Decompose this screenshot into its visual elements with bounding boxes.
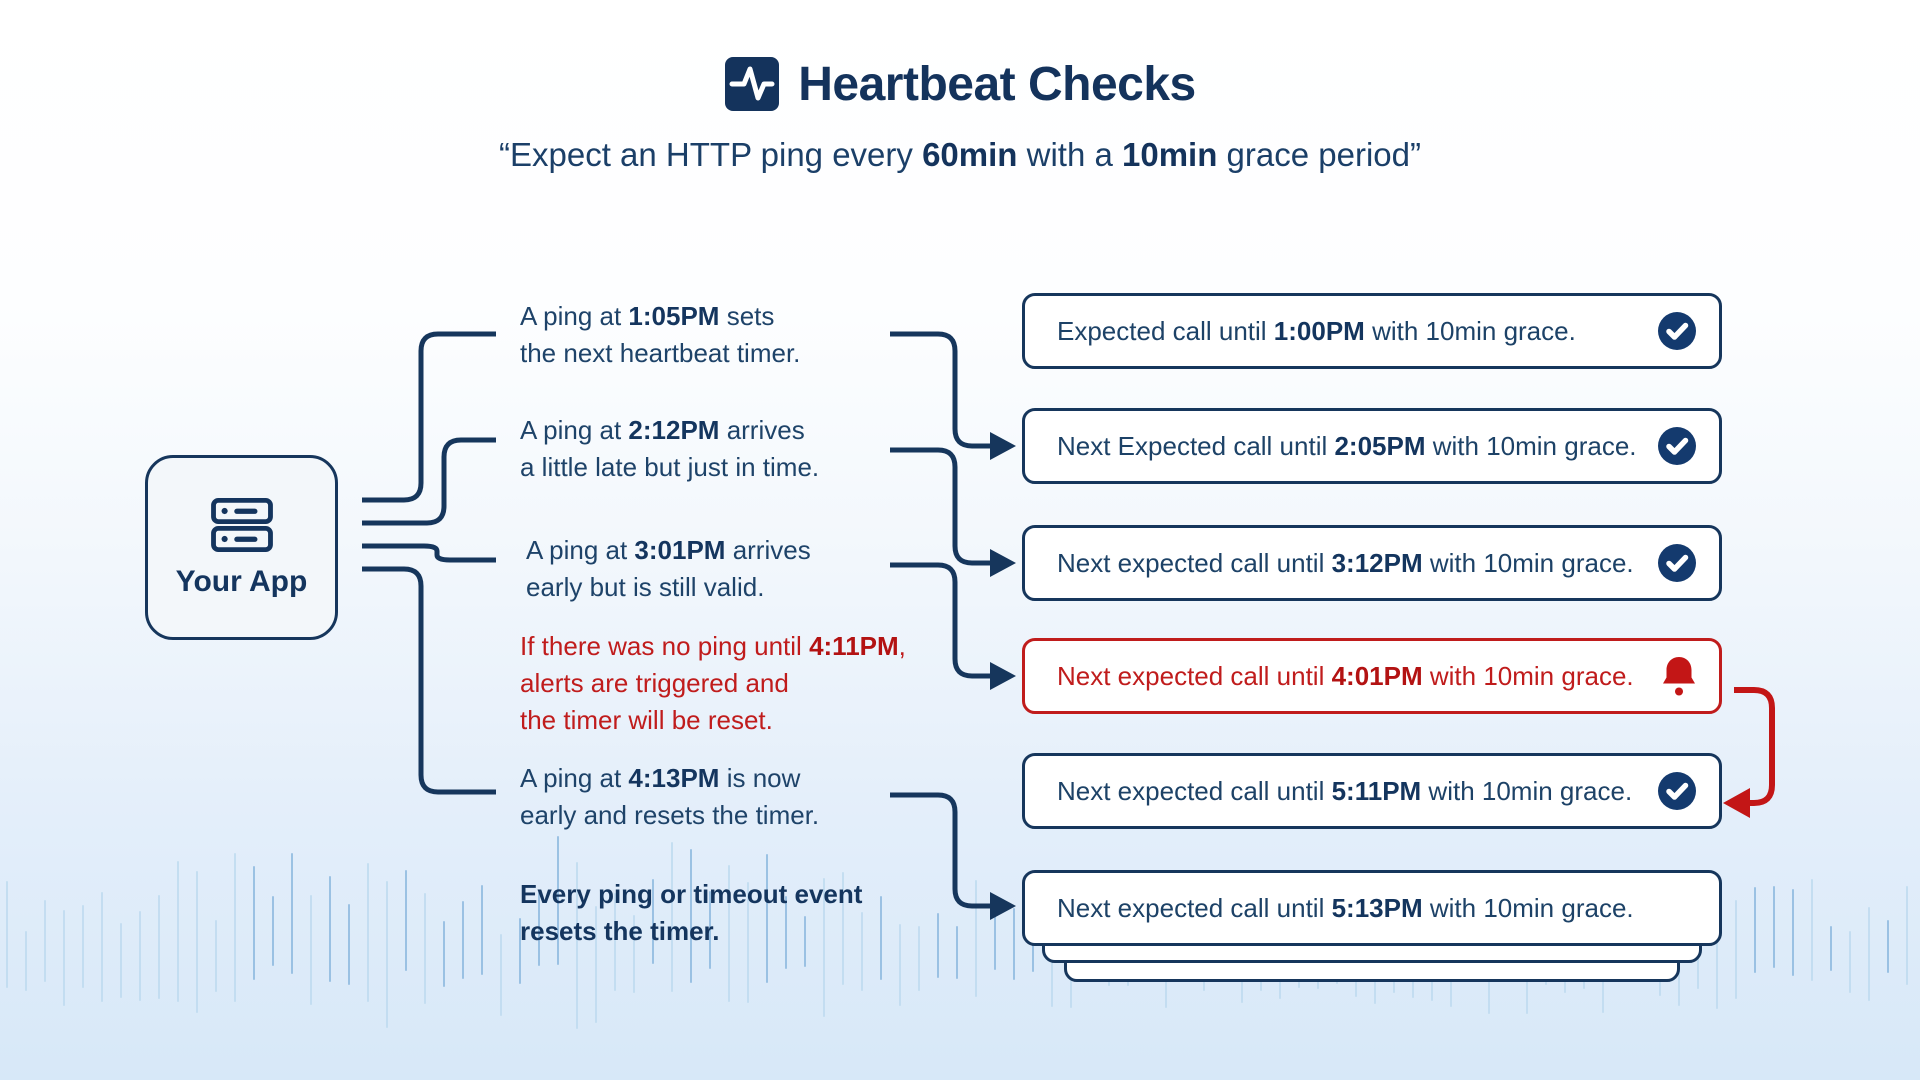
event-line: A ping at 1:05PM sets xyxy=(520,301,775,331)
event-line: A ping at 2:12PM arrives xyxy=(520,415,805,445)
check-badge-icon xyxy=(1658,772,1696,810)
check-text: Next expected call until 5:13PM with 10m… xyxy=(1057,892,1634,923)
subtitle-text: with a xyxy=(1017,136,1122,173)
arrowhead-icon xyxy=(990,432,1016,920)
event-note-2: A ping at 2:12PM arrives a little late b… xyxy=(520,412,819,486)
event-line: a little late but just in time. xyxy=(520,452,820,482)
event-line: resets the timer. xyxy=(520,916,720,946)
check-text: Next expected call until 3:12PM with 10m… xyxy=(1057,547,1634,578)
check-text: Expected call until 1:00PM with 10min gr… xyxy=(1057,315,1576,346)
check-card-3: Next expected call until 3:12PM with 10m… xyxy=(1022,525,1722,601)
check-badge-icon xyxy=(1658,427,1696,465)
subtitle-text: “Expect an HTTP ping every xyxy=(499,136,923,173)
check-card-2: Next Expected call until 2:05PM with 10m… xyxy=(1022,408,1722,484)
page-subtitle: “Expect an HTTP ping every 60min with a … xyxy=(0,136,1920,174)
page-title-row: Heartbeat Checks xyxy=(0,56,1920,112)
check-text: Next expected call until 4:01PM with 10m… xyxy=(1057,660,1634,691)
event-to-check-connectors xyxy=(890,331,1016,920)
server-icon xyxy=(210,497,273,552)
event-line: the timer will be reset. xyxy=(520,705,773,735)
event-line: alerts are triggered and xyxy=(520,668,789,698)
event-line: A ping at 3:01PM arrives xyxy=(526,535,811,565)
check-badge-icon xyxy=(1658,544,1696,582)
check-text: Next Expected call until 2:05PM with 10m… xyxy=(1057,430,1637,461)
check-card-5: Next expected call until 5:11PM with 10m… xyxy=(1022,753,1722,829)
check-card-alert: Next expected call until 4:01PM with 10m… xyxy=(1022,638,1722,714)
event-line: If there was no ping until 4:11PM, xyxy=(520,631,906,661)
red-reset-arrow xyxy=(1723,687,1775,818)
check-badge-icon xyxy=(1658,312,1696,350)
your-app-node: Your App xyxy=(145,455,338,640)
alert-bell-icon xyxy=(1663,657,1695,696)
event-line: early and resets the timer. xyxy=(520,800,820,830)
your-app-label: Your App xyxy=(175,564,308,598)
event-note-timeout: If there was no ping until 4:11PM, alert… xyxy=(520,628,906,739)
event-line: the next heartbeat timer. xyxy=(520,338,801,368)
arrowhead-icon xyxy=(1723,788,1750,818)
event-line: Every ping or timeout event xyxy=(520,879,863,909)
event-note-5: A ping at 4:13PM is now early and resets… xyxy=(520,760,819,834)
check-text: Next expected call until 5:11PM with 10m… xyxy=(1057,775,1633,806)
subtitle-grace: 10min xyxy=(1122,136,1218,173)
check-card-6: Next expected call until 5:13PM with 10m… xyxy=(1022,870,1722,946)
event-line: early but is still valid. xyxy=(526,572,765,602)
subtitle-text: grace period” xyxy=(1217,136,1421,173)
event-note-1: A ping at 1:05PM sets the next heartbeat… xyxy=(520,298,800,372)
subtitle-interval: 60min xyxy=(922,136,1018,173)
check-card-1: Expected call until 1:00PM with 10min gr… xyxy=(1022,293,1722,369)
event-note-3: A ping at 3:01PM arrives early but is st… xyxy=(526,532,811,606)
activity-pulse-icon xyxy=(725,57,780,111)
event-line: A ping at 4:13PM is now xyxy=(520,763,801,793)
event-note-summary: Every ping or timeout event resets the t… xyxy=(520,876,862,950)
page-title: Heartbeat Checks xyxy=(798,57,1196,111)
app-to-event-connectors xyxy=(362,331,496,795)
